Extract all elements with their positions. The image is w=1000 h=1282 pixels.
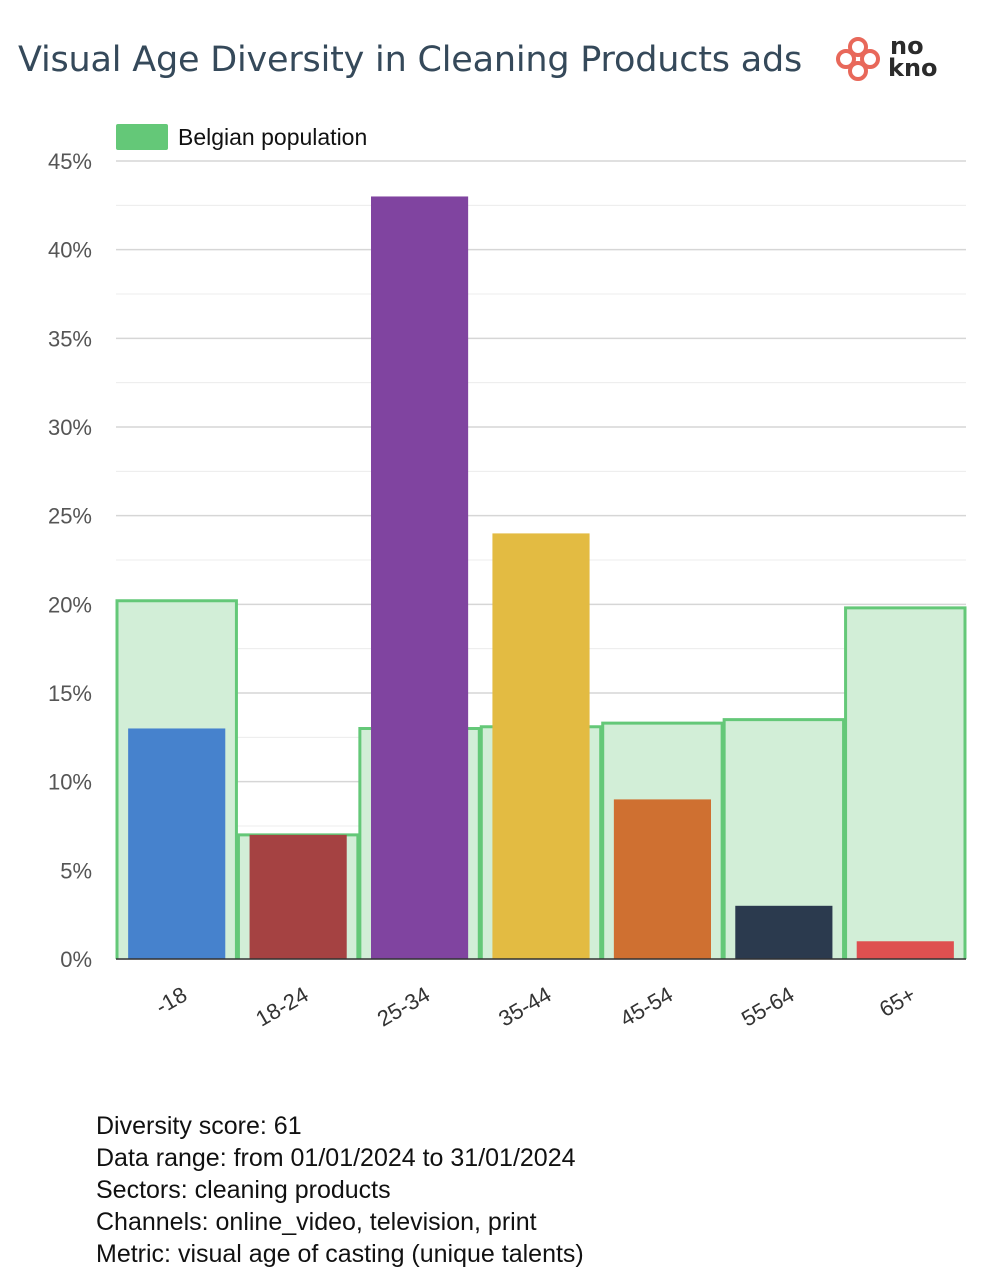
y-tick-label: 35% (48, 326, 92, 351)
footer-metric: Metric: visual age of casting (unique ta… (96, 1240, 584, 1268)
y-tick-label: 10% (48, 770, 92, 795)
x-tick-label: 65+ (875, 982, 920, 1022)
flower-icon (836, 37, 880, 81)
x-tick-label: 55-64 (737, 982, 798, 1032)
bar-25-34 (371, 196, 469, 959)
bar-45-54 (613, 799, 711, 959)
legend-swatch (116, 124, 168, 150)
x-tick-label: 35-44 (494, 982, 555, 1032)
x-tick-label: 25-34 (373, 982, 434, 1032)
y-tick-label: 45% (48, 149, 92, 174)
population-step-55-64 (722, 718, 846, 959)
x-tick-label: 18-24 (251, 982, 312, 1032)
y-tick-label: 5% (60, 858, 92, 883)
bar-18-24 (249, 834, 347, 959)
legend-label: Belgian population (178, 124, 367, 150)
population-step-45-54 (601, 721, 724, 959)
logo-text-top: no (890, 32, 924, 60)
age-diversity-chart: 0% 5% 10% 15% 20% 25% 30% 35% 40% 45% -18 18-24 25-3… (48, 124, 967, 1032)
footer-diversity-score: Diversity score: 61 (96, 1112, 302, 1140)
x-tick-label: 45-54 (616, 982, 677, 1032)
chart-title: Visual Age Diversity in Cleaning Product… (18, 40, 803, 80)
population-step--18 (115, 599, 238, 959)
bar-55-64 (735, 905, 833, 959)
bar--18 (128, 728, 226, 959)
bar-35-44 (492, 533, 590, 959)
y-tick-label: 25% (48, 504, 92, 529)
y-tick-label: 40% (48, 238, 92, 263)
logo-text-bottom: kno (888, 54, 938, 82)
y-tick-label: 0% (60, 947, 92, 972)
footer-data-range: Data range: from 01/01/2024 to 31/01/202… (96, 1144, 576, 1172)
y-tick-label: 20% (48, 592, 92, 617)
brand-logo: no kno (836, 32, 938, 82)
x-tick-label: -18 (151, 982, 191, 1020)
population-area-65+ (844, 607, 966, 959)
y-tick-label: 15% (48, 681, 92, 706)
footer-channels: Channels: online_video, television, prin… (96, 1208, 537, 1236)
chart-footer: Diversity score: 61 Data range: from 01/… (96, 1110, 584, 1270)
y-tick-label: 30% (48, 415, 92, 440)
bar-65+ (856, 941, 954, 959)
population-step-65+ (844, 606, 967, 959)
footer-sectors: Sectors: cleaning products (96, 1176, 391, 1204)
